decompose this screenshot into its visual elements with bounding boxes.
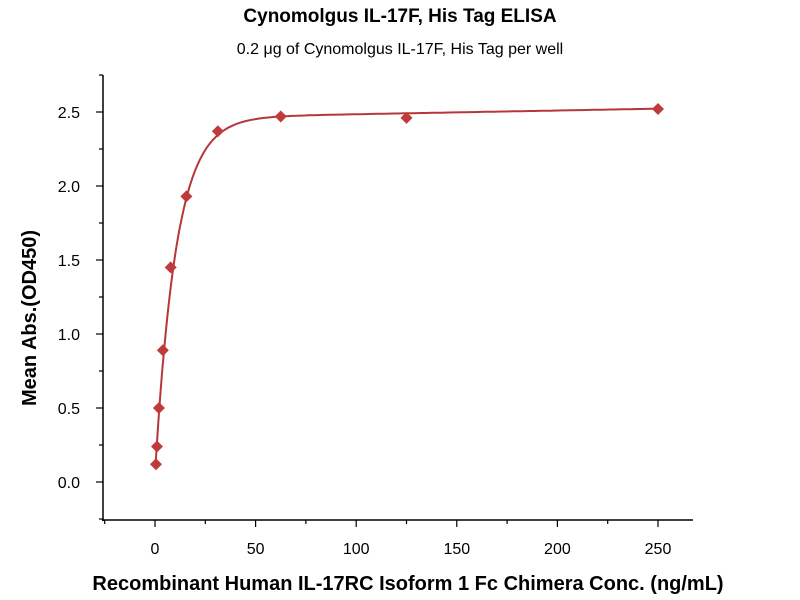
fit-curve bbox=[154, 107, 655, 465]
data-point bbox=[152, 402, 165, 414]
y-tick-label: 2.0 bbox=[58, 179, 80, 196]
y-tick-label: 0.0 bbox=[58, 475, 80, 492]
x-tick-label: 250 bbox=[645, 541, 672, 558]
data-point bbox=[652, 103, 664, 116]
data-point bbox=[156, 344, 169, 357]
x-tick-label: 0 bbox=[151, 541, 160, 558]
data-point bbox=[180, 190, 193, 203]
y-tick-label: 0.5 bbox=[58, 401, 80, 418]
x-tick-label: 50 bbox=[247, 541, 265, 558]
y-tick-label: 1.5 bbox=[58, 253, 80, 270]
data-point bbox=[150, 440, 163, 453]
data-point bbox=[400, 111, 413, 124]
y-tick-label: 1.0 bbox=[58, 327, 80, 344]
x-tick-label: 200 bbox=[544, 541, 571, 558]
data-point bbox=[211, 125, 224, 138]
x-tick-label: 100 bbox=[343, 541, 370, 558]
data-point bbox=[149, 458, 162, 471]
y-axis-label: Mean Abs.(OD450) bbox=[19, 230, 41, 406]
y-tick-label: 2.5 bbox=[58, 105, 80, 122]
x-tick-label: 150 bbox=[443, 541, 470, 558]
chart-title: Cynomolgus IL-17F, His Tag ELISA bbox=[243, 6, 556, 27]
data-point bbox=[164, 261, 177, 274]
chart-subtitle: 0.2 μg of Cynomolgus IL-17F, His Tag per… bbox=[237, 41, 563, 58]
data-point bbox=[274, 110, 287, 123]
x-axis-label: Recombinant Human IL-17RC Isoform 1 Fc C… bbox=[92, 573, 723, 595]
